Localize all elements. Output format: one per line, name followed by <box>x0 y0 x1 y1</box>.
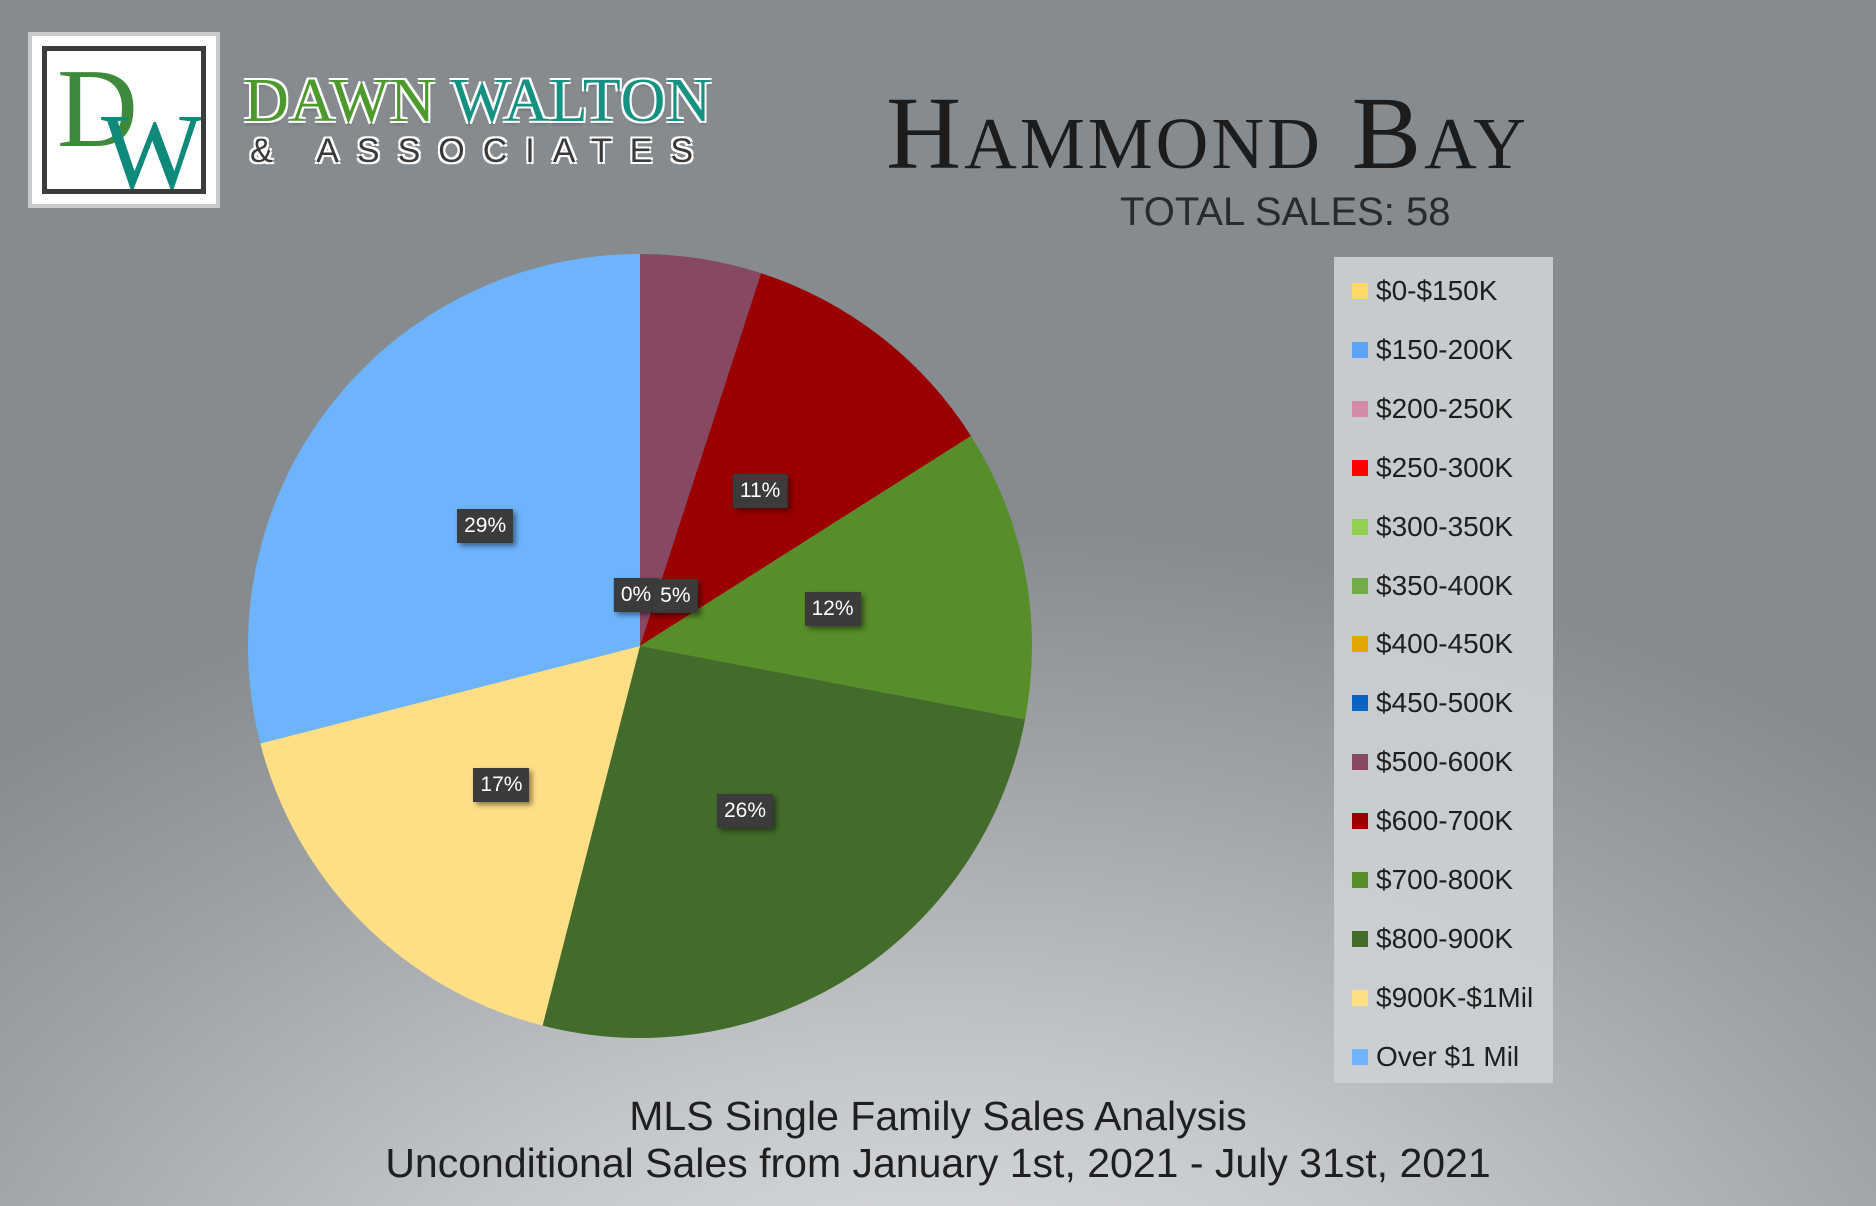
pie-slice-900k-1mil <box>260 646 640 1026</box>
data-label-500-600k: 5% <box>653 578 698 613</box>
legend-label: $0-$150K <box>1376 275 1498 306</box>
logo-letter-w: W <box>101 93 203 194</box>
legend-swatch <box>1352 459 1368 476</box>
legend-label: Over $1 Mil <box>1376 1040 1520 1072</box>
legend-label: $250-300K <box>1376 451 1514 483</box>
legend-label: $200-250K <box>1376 392 1514 424</box>
pie-chart: 0% 5% 11% 12% 26% 17% 29% <box>240 246 1040 1046</box>
data-label-800-900k: 26% <box>717 794 774 829</box>
legend-label: $600-700K <box>1376 805 1514 837</box>
legend-item-600-700k: $600-700K <box>1352 801 1513 841</box>
legend-label: $900K-$1Mil <box>1376 981 1534 1013</box>
legend-item-500-600k: $500-600K <box>1352 742 1513 782</box>
data-label-over-1-mil: 29% <box>457 508 514 543</box>
logo: D W <box>28 32 220 208</box>
pie-slice-500-600k <box>640 254 762 646</box>
total-sales: TOTAL SALES: 58 <box>1120 190 1451 234</box>
brand-name-last: WALTON <box>451 67 713 135</box>
legend-item-150-200k: $150-200K <box>1352 330 1513 370</box>
brand-name-first: DAWN <box>244 67 436 135</box>
pie-slice-over-1-mil <box>247 254 640 744</box>
legend-label: $150-200K <box>1376 333 1514 365</box>
legend-swatch <box>1352 341 1368 358</box>
legend-item-800-900k: $800-900K <box>1352 919 1513 959</box>
legend-item-400-450k: $400-450K <box>1352 624 1513 664</box>
legend-item-900k-1mil: $900K-$1Mil <box>1352 978 1533 1018</box>
legend-item-300-350k: $300-350K <box>1352 507 1513 547</box>
legend-label: $350-400K <box>1376 569 1514 601</box>
brand-name: DAWN WALTON <box>244 66 712 137</box>
legend-item-0-150k: $0-$150K <box>1352 271 1497 311</box>
chart-subtitle-2: Unconditional Sales from January 1st, 20… <box>385 1140 1491 1186</box>
chart-legend: $0-$150K $150-200K $200-250K $250-300K $300-… <box>1334 257 1553 1083</box>
legend-swatch <box>1352 577 1368 594</box>
legend-label: $300-350K <box>1376 510 1514 542</box>
legend-swatch <box>1352 283 1368 299</box>
legend-swatch <box>1352 872 1368 888</box>
legend-swatch <box>1352 695 1368 712</box>
chart-subtitle-1: MLS Single Family Sales Analysis <box>629 1093 1247 1139</box>
legend-item-700-800k: $700-800K <box>1352 860 1513 900</box>
legend-item-250-300k: $250-300K <box>1352 448 1513 488</box>
legend-swatch <box>1352 518 1368 535</box>
pie-svg <box>247 254 1032 1038</box>
pie-slice-700-800k <box>640 435 1032 720</box>
legend-swatch <box>1352 813 1368 830</box>
brand-subline: & ASSOCIATES <box>250 132 712 170</box>
legend-swatch <box>1352 1048 1368 1065</box>
legend-swatch <box>1352 989 1368 1006</box>
legend-label: $400-450K <box>1376 628 1514 660</box>
chart-title: Hammond Bay <box>886 76 1529 191</box>
data-label-600-700k: 11% <box>732 474 788 509</box>
legend-item-350-400k: $350-400K <box>1352 566 1513 606</box>
legend-item-over-1-mil: Over $1 Mil <box>1352 1037 1519 1077</box>
pie-slice-600-700k <box>640 273 971 646</box>
legend-label: $500-600K <box>1376 746 1514 778</box>
data-label-900k-1mil: 17% <box>473 767 530 802</box>
legend-swatch <box>1352 930 1368 947</box>
data-label-700-800k: 12% <box>804 592 861 627</box>
logo-frame: D W <box>42 46 206 194</box>
logo-letter-d: D <box>57 47 138 171</box>
legend-item-200-250k: $200-250K <box>1352 389 1513 429</box>
legend-label: $700-800K <box>1376 864 1514 895</box>
data-label-zero-slices: 0% <box>613 577 659 612</box>
legend-swatch <box>1352 636 1368 653</box>
legend-swatch <box>1352 754 1368 771</box>
legend-label: $450-500K <box>1376 687 1514 719</box>
legend-item-450-500k: $450-500K <box>1352 683 1513 723</box>
legend-swatch <box>1352 400 1368 417</box>
legend-label: $800-900K <box>1376 922 1514 954</box>
pie-slice-800-900k <box>542 646 1026 1038</box>
